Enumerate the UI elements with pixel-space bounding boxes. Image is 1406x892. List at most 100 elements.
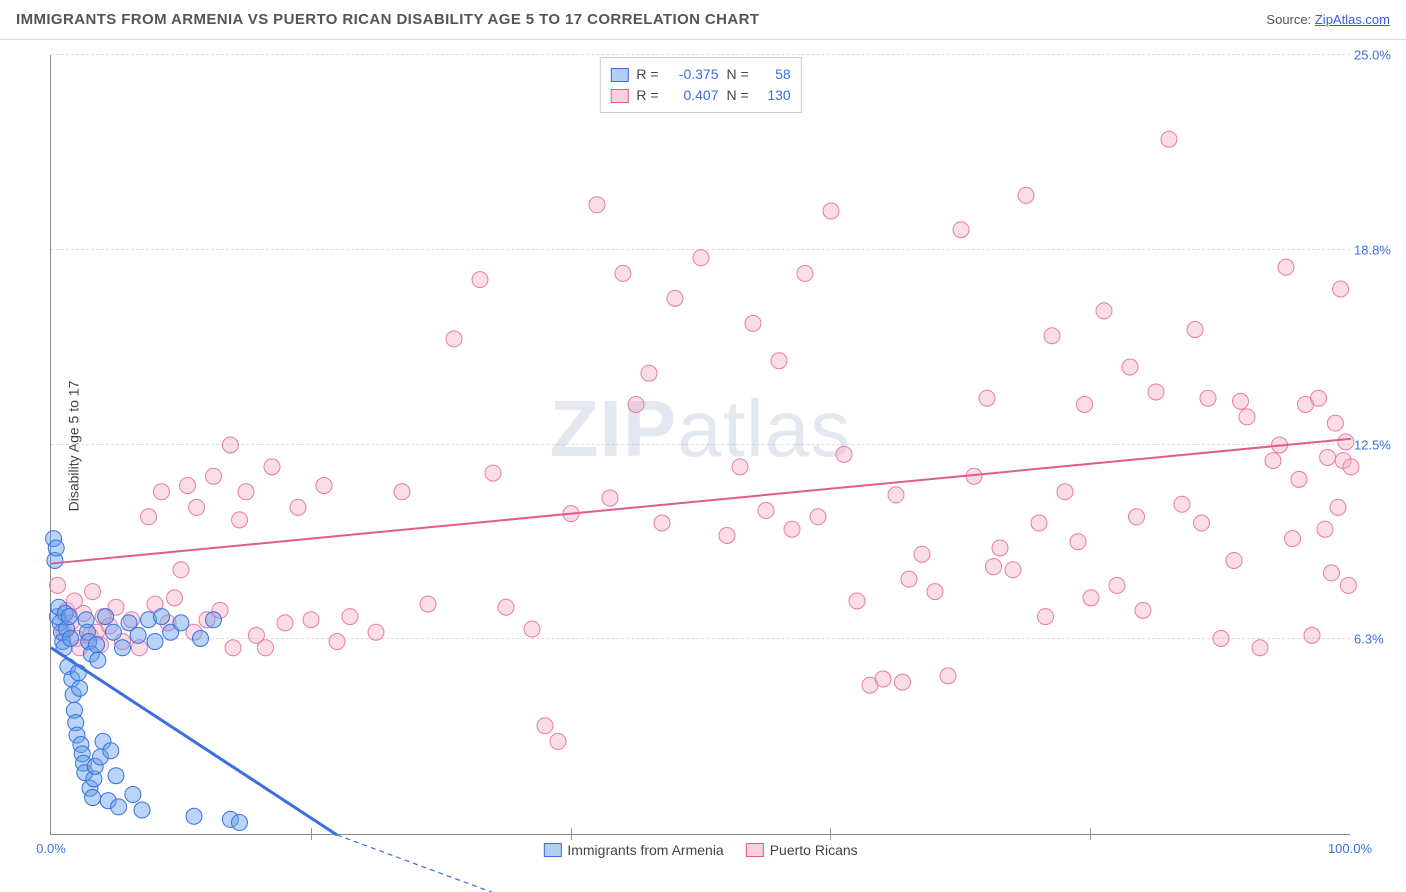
data-point — [1226, 552, 1242, 568]
data-point — [394, 484, 410, 500]
chart-title: IMMIGRANTS FROM ARMENIA VS PUERTO RICAN … — [16, 11, 759, 28]
data-point — [232, 512, 248, 528]
data-point — [277, 615, 293, 631]
data-point — [98, 609, 114, 625]
trendline-blue-dashed — [337, 835, 506, 892]
data-point — [823, 203, 839, 219]
data-point — [85, 790, 101, 806]
data-point — [134, 802, 150, 818]
data-point — [1343, 459, 1359, 475]
ytick-label: 18.8% — [1354, 242, 1402, 257]
data-point — [1317, 521, 1333, 537]
data-point — [1096, 303, 1112, 319]
data-point — [342, 609, 358, 625]
data-point — [186, 808, 202, 824]
data-point — [446, 331, 462, 347]
legend-item: Puerto Ricans — [746, 842, 858, 858]
data-point — [290, 499, 306, 515]
data-point — [641, 365, 657, 381]
header-bar: IMMIGRANTS FROM ARMENIA VS PUERTO RICAN … — [0, 0, 1406, 40]
data-point — [485, 465, 501, 481]
data-point — [771, 353, 787, 369]
data-point — [992, 540, 1008, 556]
data-point — [797, 265, 813, 281]
stats-box: R =-0.375N =58R =0.407N =130 — [599, 57, 801, 113]
ytick-label: 12.5% — [1354, 437, 1402, 452]
data-point — [105, 624, 121, 640]
data-point — [602, 490, 618, 506]
ytick-label: 25.0% — [1354, 48, 1402, 63]
data-point — [895, 674, 911, 690]
chart-area: 6.3% 12.5% 18.8% 25.0% 0.0% 100.0% ZIPat… — [50, 55, 1350, 835]
data-point — [758, 503, 774, 519]
data-point — [222, 437, 238, 453]
data-point — [61, 609, 77, 625]
stat-n-value: 58 — [757, 64, 791, 85]
data-point — [238, 484, 254, 500]
data-point — [1194, 515, 1210, 531]
data-point — [888, 487, 904, 503]
xtick-label: 0.0% — [36, 841, 66, 856]
data-point — [63, 630, 79, 646]
data-point — [85, 584, 101, 600]
data-point — [329, 634, 345, 650]
legend-swatch-icon — [746, 843, 764, 857]
data-point — [1338, 434, 1354, 450]
data-point — [167, 590, 183, 606]
stat-r-label: R = — [636, 64, 658, 85]
data-point — [927, 584, 943, 600]
data-point — [1311, 390, 1327, 406]
data-point — [524, 621, 540, 637]
data-point — [154, 609, 170, 625]
data-point — [732, 459, 748, 475]
data-point — [498, 599, 514, 615]
data-point — [48, 540, 64, 556]
stat-r-value: -0.375 — [667, 64, 719, 85]
source-label: Source: — [1266, 12, 1311, 27]
stat-r-label: R = — [636, 85, 658, 106]
data-point — [784, 521, 800, 537]
data-point — [1083, 590, 1099, 606]
data-point — [232, 815, 248, 831]
data-point — [141, 509, 157, 525]
data-point — [940, 668, 956, 684]
data-point — [1018, 187, 1034, 203]
data-point — [1077, 396, 1093, 412]
data-point — [89, 637, 105, 653]
data-point — [206, 468, 222, 484]
data-point — [1333, 281, 1349, 297]
data-point — [1187, 322, 1203, 338]
legend-label: Puerto Ricans — [770, 842, 858, 858]
data-point — [154, 484, 170, 500]
data-point — [258, 640, 274, 656]
source-link[interactable]: ZipAtlas.com — [1315, 12, 1390, 27]
data-point — [316, 478, 332, 494]
data-point — [836, 446, 852, 462]
data-point — [986, 559, 1002, 575]
source-credit: Source: ZipAtlas.com — [1266, 12, 1390, 27]
data-point — [1330, 499, 1346, 515]
data-point — [173, 615, 189, 631]
ytick-label: 6.3% — [1354, 632, 1402, 647]
data-point — [615, 265, 631, 281]
data-point — [368, 624, 384, 640]
data-point — [589, 197, 605, 213]
data-point — [1265, 453, 1281, 469]
data-point — [1109, 577, 1125, 593]
data-point — [173, 562, 189, 578]
data-point — [303, 612, 319, 628]
data-point — [72, 680, 88, 696]
data-point — [1122, 359, 1138, 375]
stat-n-value: 130 — [757, 85, 791, 106]
data-point — [193, 630, 209, 646]
data-point — [1239, 409, 1255, 425]
legend-label: Immigrants from Armenia — [567, 842, 723, 858]
data-point — [472, 272, 488, 288]
trendline-pink — [51, 439, 1351, 564]
data-point — [1324, 565, 1340, 581]
legend: Immigrants from Armenia Puerto Ricans — [543, 842, 857, 858]
data-point — [1070, 534, 1086, 550]
stat-n-label: N = — [727, 64, 749, 85]
stat-n-label: N = — [727, 85, 749, 106]
data-point — [654, 515, 670, 531]
